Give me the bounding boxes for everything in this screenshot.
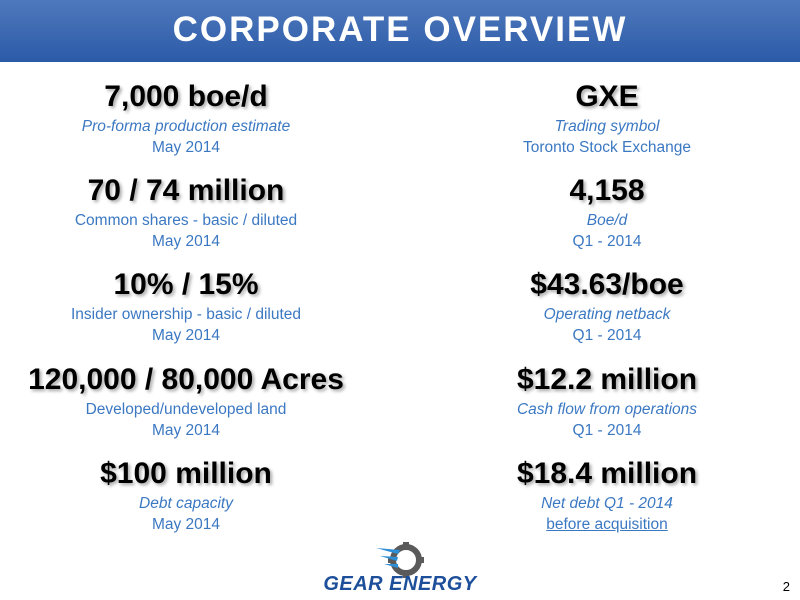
stat-sublabel: Q1 - 2014 <box>572 233 642 250</box>
stat-item: $12.2 million Cash flow from operations Q1… <box>407 361 800 441</box>
stat-item: $18.4 million Net debt Q1 - 2014 before ac… <box>407 455 800 535</box>
stat-item: $100 million Debt capacity May 2014 <box>0 455 386 535</box>
logo-text: GEAR ENERGY <box>323 573 477 595</box>
stat-value: 7,000 boe/d <box>104 80 268 113</box>
stat-label: Boe/d <box>586 212 628 229</box>
stat-sublabel: May 2014 <box>151 422 221 439</box>
stat-label: Insider ownership - basic / diluted <box>70 306 302 323</box>
stat-sublabel: before acquisition <box>546 516 668 533</box>
title: CORPORATE OVERVIEW <box>172 10 628 49</box>
stat-value: 120,000 / 80,000 Acres <box>28 363 344 396</box>
stat-label: Operating netback <box>543 306 671 323</box>
stat-label: Pro-forma production estimate <box>81 118 291 135</box>
stat-value: GXE <box>575 80 639 113</box>
stat-value: $12.2 million <box>516 363 698 396</box>
stat-value: 4,158 <box>569 174 645 207</box>
stat-label: Trading symbol <box>554 118 660 135</box>
stat-label: Developed/undeveloped land <box>85 401 287 418</box>
stat-item: 7,000 boe/d Pro-forma production estimate… <box>0 78 386 158</box>
stat-sublabel: Q1 - 2014 <box>572 327 642 344</box>
stat-value: $43.63/boe <box>530 268 684 301</box>
header-bar: CORPORATE OVERVIEW <box>0 0 800 62</box>
stat-item: GXE Trading symbol Toronto Stock Exchange <box>407 78 800 158</box>
stat-sublabel: May 2014 <box>151 233 221 250</box>
stat-sublabel: May 2014 <box>151 139 221 156</box>
stat-sublabel: Toronto Stock Exchange <box>522 139 692 156</box>
logo-icon <box>376 542 424 578</box>
stat-item: 120,000 / 80,000 Acres Developed/undevelo… <box>0 361 386 441</box>
stat-label: Net debt Q1 - 2014 <box>541 495 673 512</box>
stat-value: 10% / 15% <box>113 268 259 301</box>
page-number: 2 <box>782 579 790 594</box>
stat-sublabel: May 2014 <box>151 327 221 344</box>
stat-item: $43.63/boe Operating netback Q1 - 2014 <box>407 266 800 346</box>
stat-sublabel: Q1 - 2014 <box>572 422 642 439</box>
stat-label: Debt capacity <box>139 495 233 512</box>
stat-item: 70 / 74 million Common shares - basic / d… <box>0 172 386 252</box>
stat-label: Common shares - basic / diluted <box>74 212 298 229</box>
stat-value: 70 / 74 million <box>87 174 285 207</box>
stat-label: Cash flow from operations <box>516 401 698 418</box>
stat-sublabel: May 2014 <box>151 516 221 533</box>
stat-item: 4,158 Boe/d Q1 - 2014 <box>407 172 800 252</box>
stat-value: $18.4 million <box>516 457 698 490</box>
stat-value: $100 million <box>100 457 272 490</box>
stat-item: 10% / 15% Insider ownership - basic / dil… <box>0 266 386 346</box>
